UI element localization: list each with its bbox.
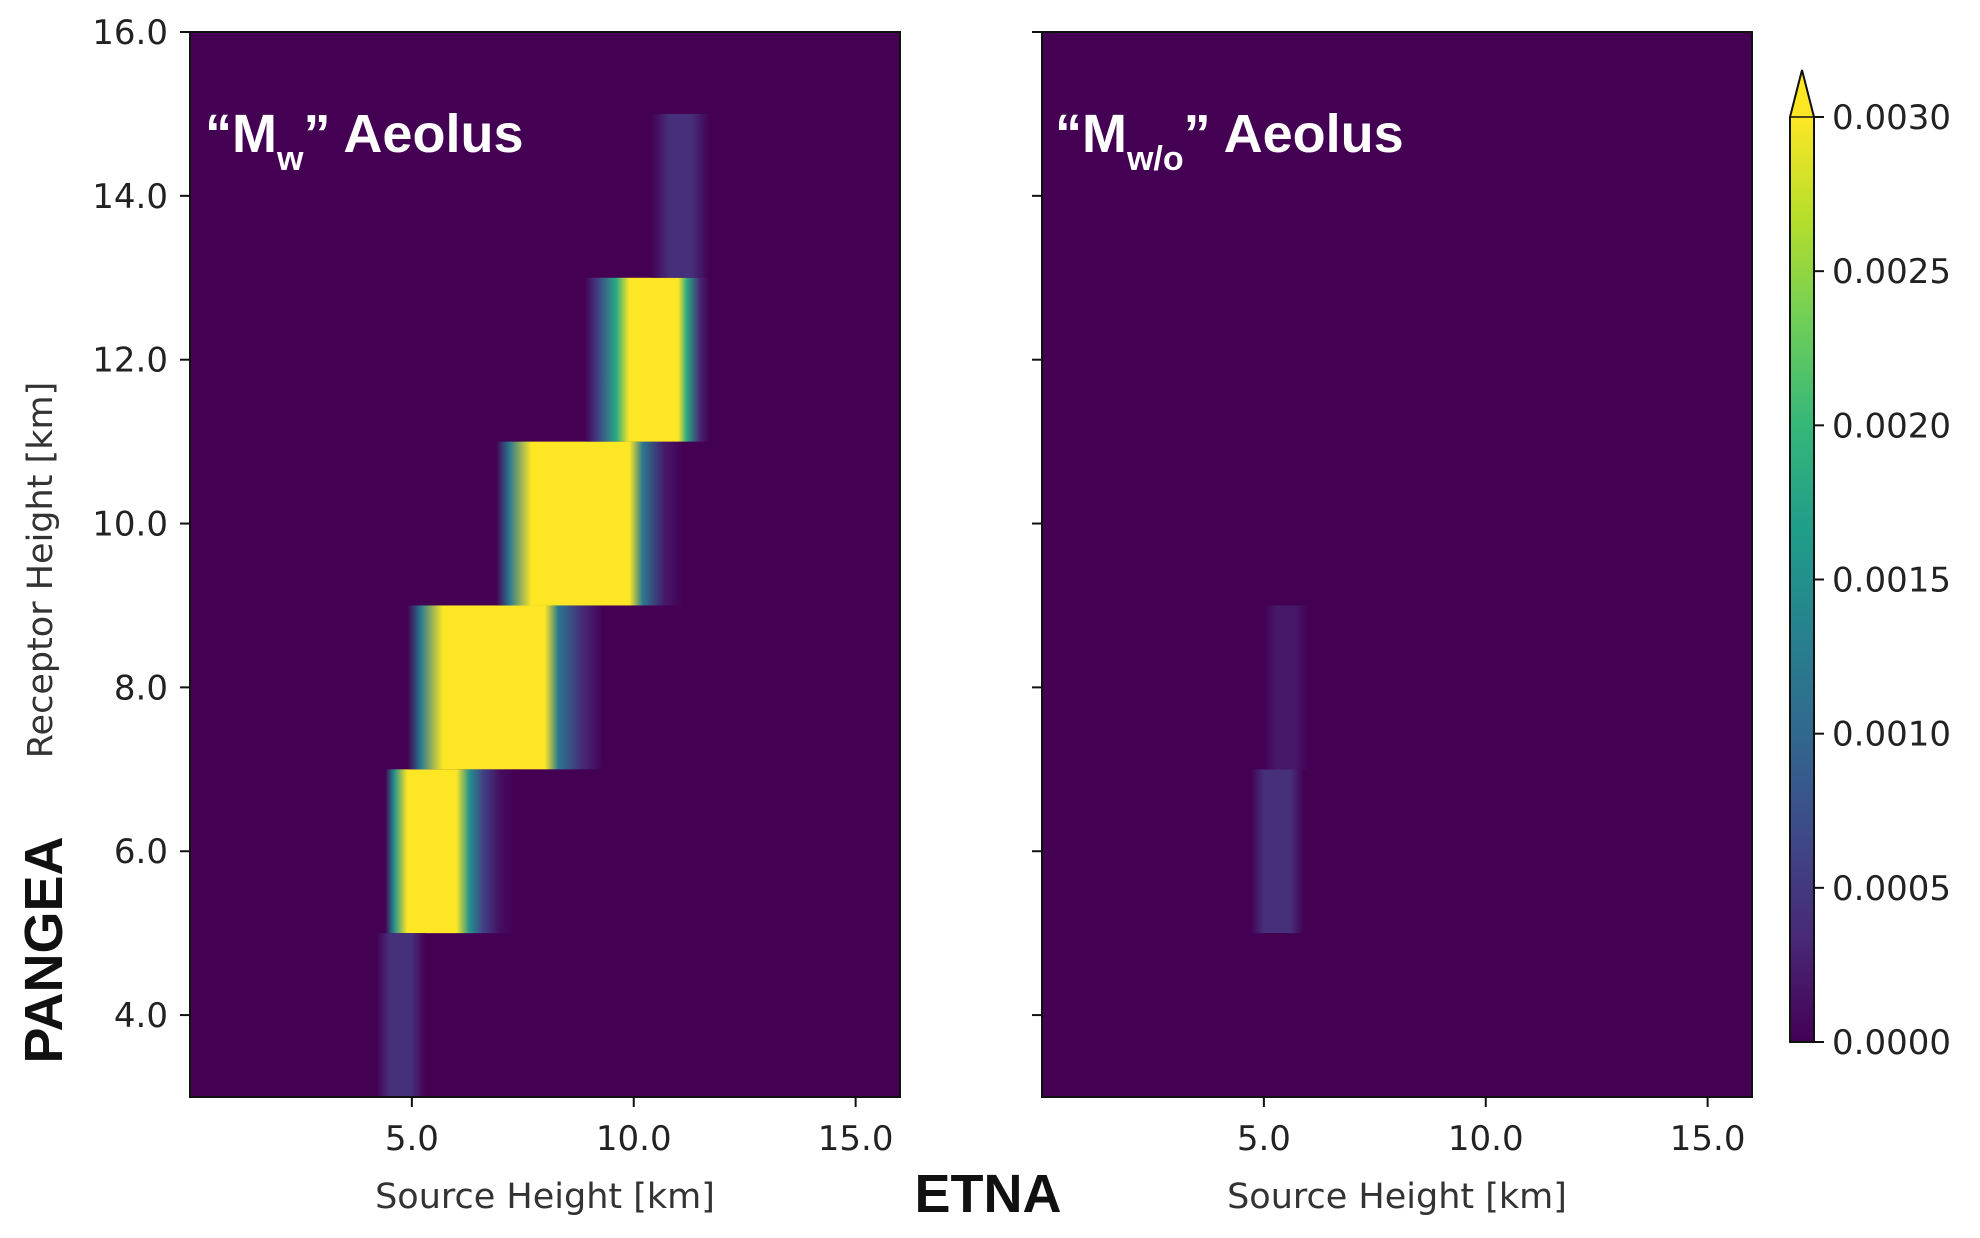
- panel-title-1-prefix: “M: [205, 104, 277, 164]
- colorbar-tick-label: 0.0005: [1832, 869, 1951, 909]
- heatmap-cell: [651, 113, 710, 278]
- colorbar-tick-label: 0.0015: [1832, 561, 1951, 601]
- panel-title-1-subscript: w: [276, 140, 304, 178]
- colorbar-gradient: [1790, 117, 1814, 1042]
- plot-area-2: [1042, 32, 1752, 1097]
- x-tick-label: 10.0: [1448, 1119, 1524, 1159]
- colorbar-tick-label: 0.0030: [1832, 98, 1951, 138]
- heatmap-cell: [407, 605, 603, 770]
- panel-title-2-prefix: “M: [1055, 104, 1127, 164]
- x-group-label: ETNA: [915, 1164, 1062, 1224]
- colorbar-tick-label: 0.0000: [1832, 1023, 1951, 1063]
- colorbar-tick-label: 0.0020: [1832, 406, 1951, 446]
- panel-title-1: “Mw” Aeolus: [205, 104, 523, 178]
- y-tick-label: 6.0: [114, 832, 168, 872]
- colorbar-ticks: 0.0000 0.0005 0.0010 0.0015 0.0020 0.0025 0.00…: [1814, 98, 1951, 1063]
- x-tick-label: 10.0: [596, 1119, 672, 1159]
- heatmap-cell: [376, 933, 426, 1097]
- y-tick-label: 4.0: [114, 996, 168, 1036]
- panel-without-aeolus: “Mw/o” Aeolus 5.0 10.0 15.0 Source Height …: [1032, 31, 1753, 1217]
- y-group-label: PANGEA: [14, 836, 74, 1063]
- y-tick-label: 12.0: [92, 341, 168, 381]
- x-tick-label: 15.0: [818, 1119, 894, 1159]
- panel-title-2-subscript: w/o: [1126, 140, 1184, 178]
- y-axis-label: Receptor Height [km]: [21, 382, 61, 758]
- panel-title-1-suffix: ” Aeolus: [303, 104, 523, 164]
- colorbar-tick-label: 0.0025: [1832, 252, 1951, 292]
- y-tick-label: 16.0: [92, 13, 168, 53]
- y-tick-label: 10.0: [92, 505, 168, 545]
- x-tick-label: 5.0: [1237, 1119, 1291, 1159]
- x-axis-label-1: Source Height [km]: [375, 1177, 715, 1217]
- axis-ticks-1: 5.0 10.0 15.0 4.0 6.0 8.0 10.0 12.0 14.0 16.0: [92, 13, 893, 1159]
- heatmap-cells-2: [1250, 605, 1309, 934]
- heatmap-cell: [496, 441, 683, 606]
- heatmap-cells-1: [376, 113, 710, 1097]
- heatmap-cell: [1263, 605, 1309, 770]
- panel-title-2: “Mw/o” Aeolus: [1055, 104, 1404, 178]
- axis-ticks-2: 5.0 10.0 15.0: [1032, 31, 1746, 1159]
- heatmap-cell: [584, 277, 710, 442]
- colorbar: 0.0000 0.0005 0.0010 0.0015 0.0020 0.0025 0.00…: [1789, 69, 1951, 1063]
- y-tick-label: 8.0: [114, 668, 168, 708]
- panel-title-2-suffix: ” Aeolus: [1184, 104, 1404, 164]
- plot-frame-1: [189, 31, 901, 1098]
- panel-with-aeolus: “Mw” Aeolus 5.0 10.0 15.0 4.0 6.0 8.0 10.0 12.0…: [21, 13, 901, 1217]
- x-axis-label-2: Source Height [km]: [1227, 1177, 1567, 1217]
- colorbar-frame: [1789, 69, 1815, 1043]
- y-tick-label: 14.0: [92, 177, 168, 217]
- x-tick-label: 5.0: [385, 1119, 439, 1159]
- colorbar-extend-arrow: [1789, 69, 1815, 118]
- heatmap-cell: [1250, 769, 1304, 934]
- x-tick-label: 15.0: [1670, 1119, 1746, 1159]
- heatmap-cell: [385, 769, 514, 934]
- colorbar-tick-label: 0.0010: [1832, 715, 1951, 755]
- plot-frame-2: [1041, 31, 1753, 1098]
